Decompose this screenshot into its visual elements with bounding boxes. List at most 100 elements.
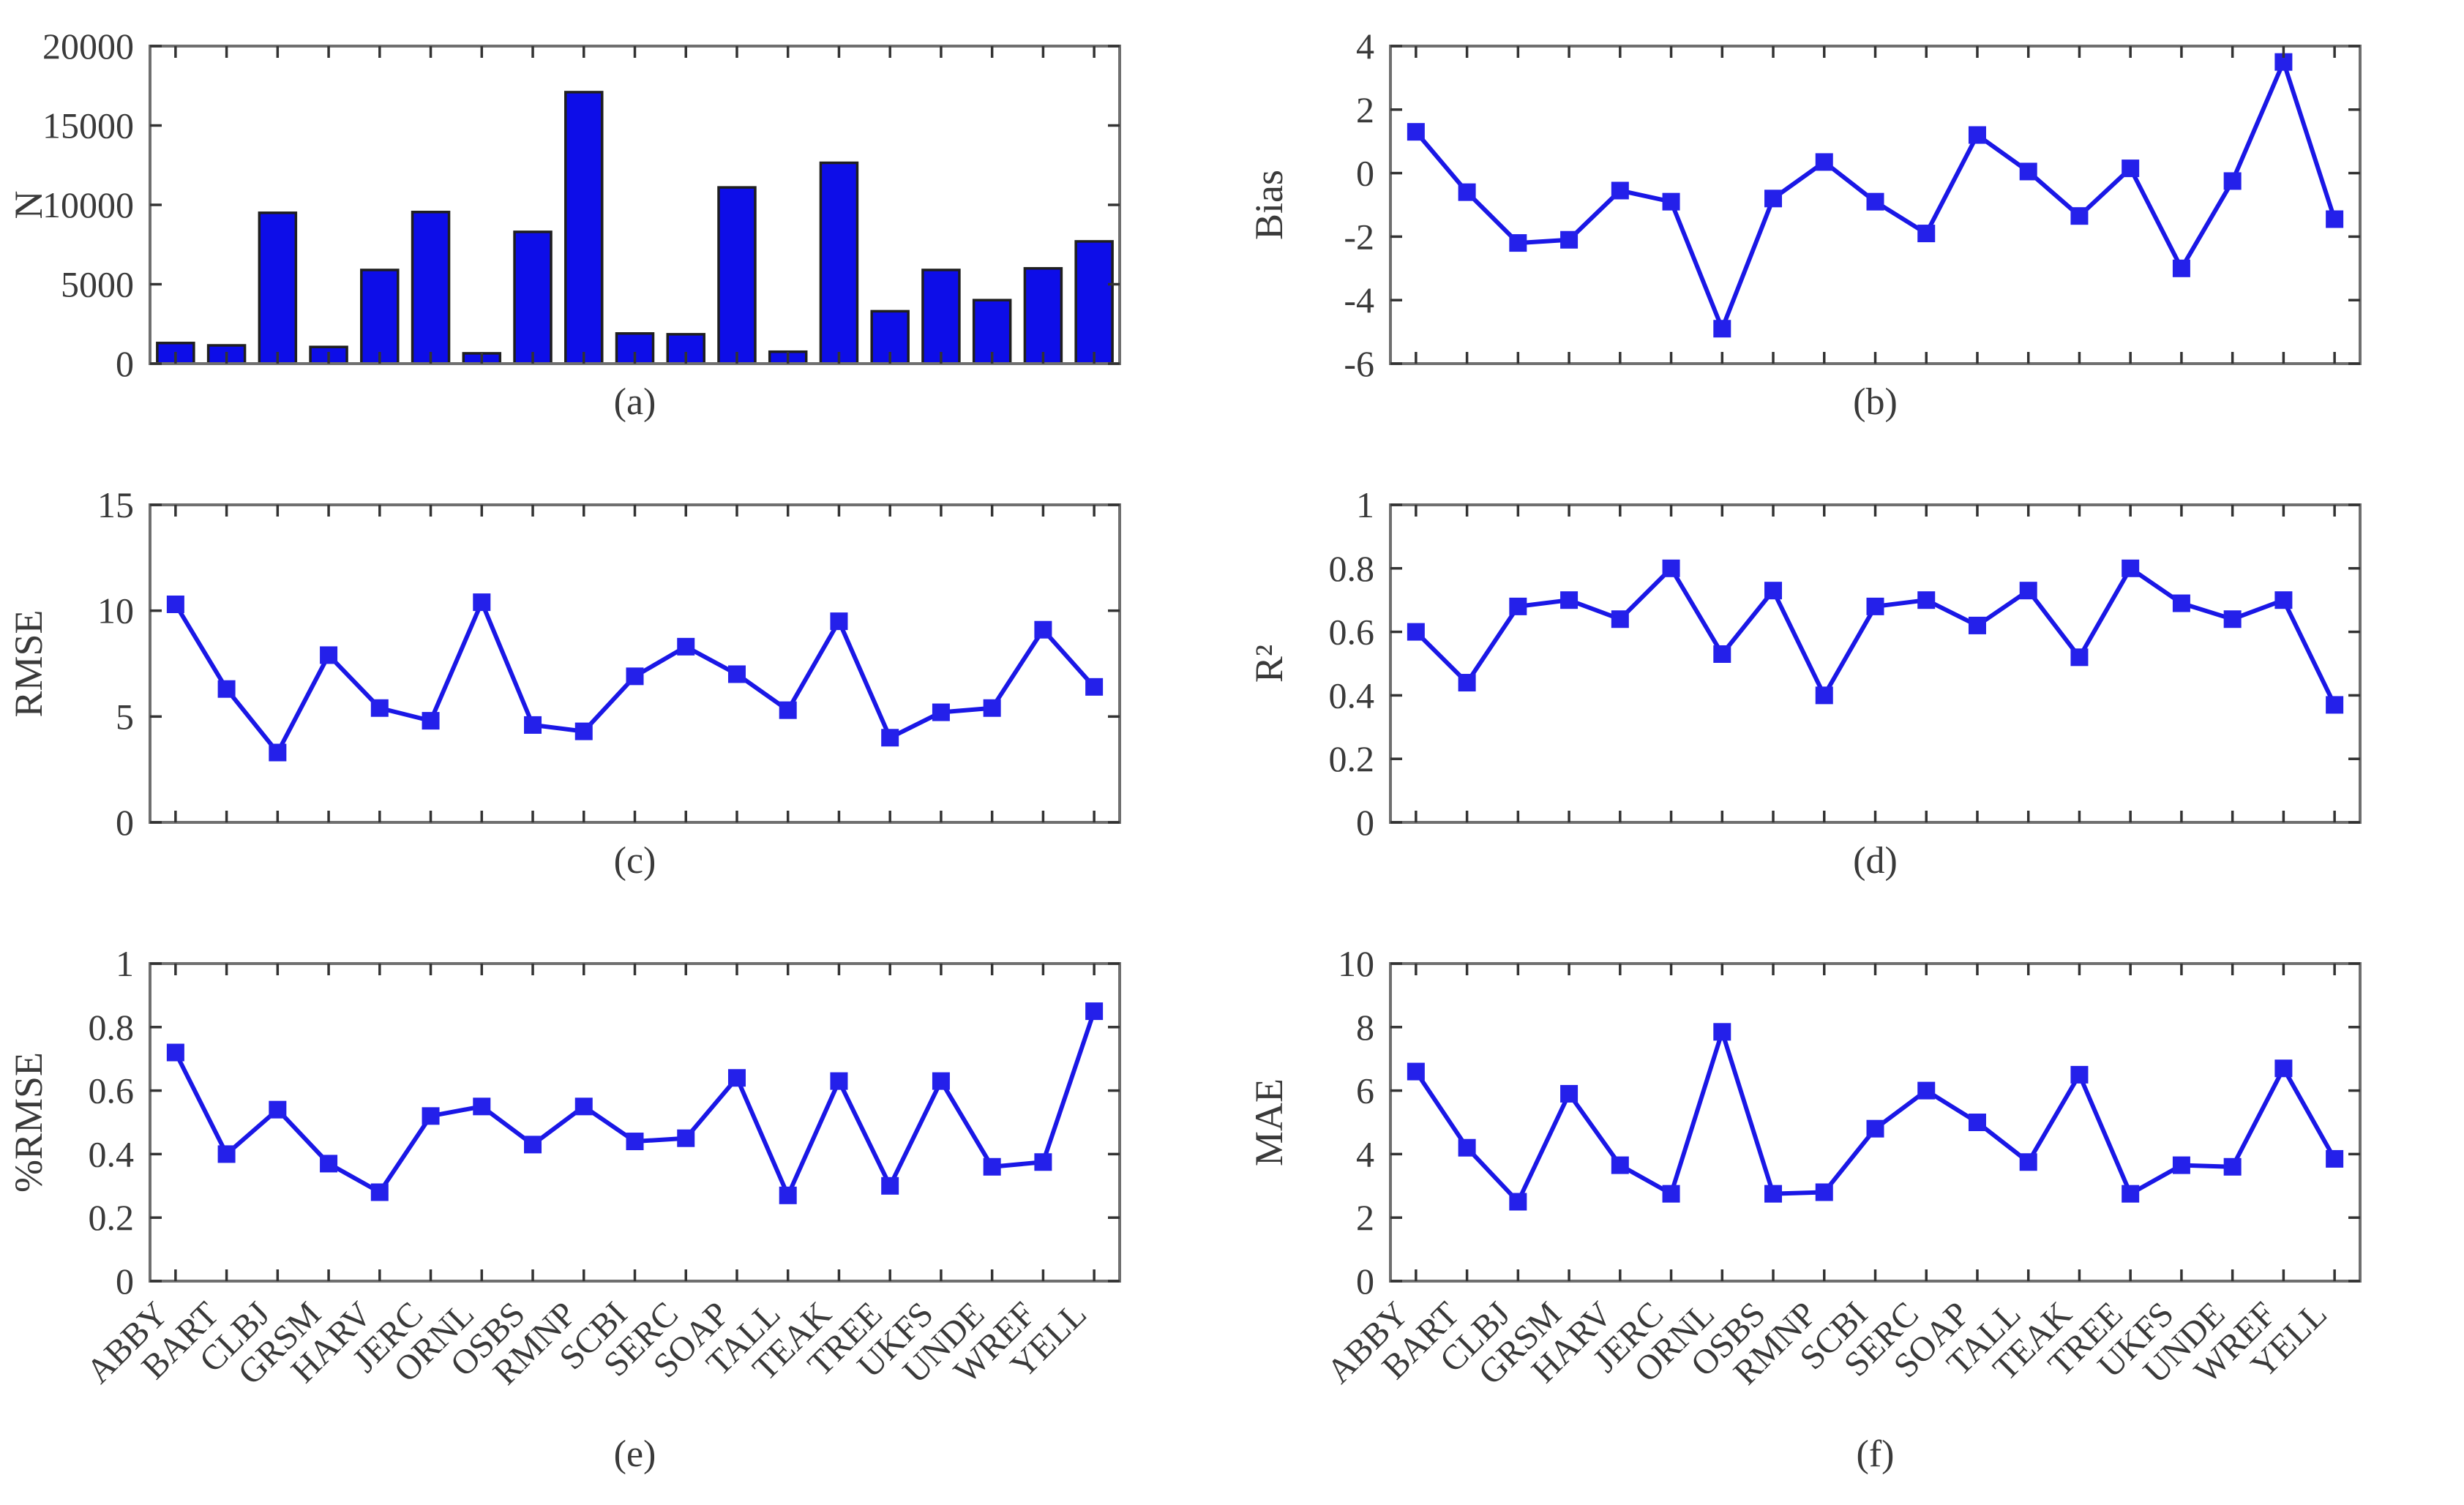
y-tick-label: 2 (1356, 1197, 1374, 1238)
bar-RMNP (564, 91, 604, 365)
data-point-BART (217, 680, 236, 698)
y-tick-label: -2 (1344, 216, 1374, 257)
data-point-RMNP (574, 722, 593, 740)
data-point-WREF (2274, 1059, 2293, 1078)
y-tick-label: 0.8 (1329, 548, 1375, 589)
data-point-RMNP (574, 1097, 593, 1116)
data-point-ABBY (1407, 123, 1425, 141)
y-tick-label: 0.8 (89, 1007, 135, 1048)
data-point-TEAK (2070, 648, 2089, 667)
data-point-SCBI (626, 1133, 644, 1151)
y-tick-label: 4 (1356, 1133, 1374, 1174)
bar-TEAK (819, 161, 859, 365)
data-point-SERC (1917, 225, 1936, 243)
y-tick-label: 0 (1356, 153, 1374, 194)
data-point-GRSM (320, 1155, 338, 1173)
data-point-CLBJ (1509, 234, 1527, 252)
y-tick-label: 0.4 (89, 1133, 135, 1174)
data-point-CLBJ (269, 1100, 287, 1119)
panel-label: (f) (1857, 1433, 1895, 1475)
data-point-WREF (2274, 591, 2293, 609)
data-point-GRSM (1560, 230, 1579, 249)
data-point-SCBI (1866, 192, 1884, 211)
data-point-BART (217, 1145, 236, 1163)
data-point-UKFS (2172, 1156, 2190, 1174)
data-point-RMNP (1815, 686, 1833, 705)
data-point-TALL (779, 701, 797, 719)
data-point-ABBY (1407, 1062, 1425, 1081)
chart-svg-n: 0 5000 10000 15000 20000 N (a) (7, 26, 1121, 423)
data-point-OSBS (1764, 1185, 1783, 1203)
data-point-GRSM (1560, 1084, 1579, 1103)
data-point-SOAP (1968, 126, 1986, 144)
data-point-ORNL (1713, 1023, 1731, 1041)
bar-UKFS (921, 269, 961, 365)
data-point-YELL (1085, 678, 1104, 696)
data-point-ABBY (166, 595, 184, 613)
data-point-ORNL (1713, 320, 1731, 338)
data-line (1413, 1029, 2337, 1204)
y-tick-label: 15000 (42, 105, 134, 146)
data-point-UKFS (932, 703, 950, 721)
chart-svg-bias: -6 -4 -2 0 2 4 Bias (b) (1247, 26, 2362, 423)
y-tick-label: 5 (116, 696, 134, 737)
data-point-ABBY (1407, 623, 1425, 641)
panel-f-mae: 0 2 4 6 8 10 ABBY BART CLBJ GRSM HARV JERC ORNL OSBS R… (1232, 917, 2464, 1505)
panel-label: (e) (614, 1433, 656, 1475)
data-point-JERC (1662, 559, 1680, 577)
y-tick-label: 0 (1356, 1261, 1374, 1302)
data-point-HARV (1611, 1156, 1629, 1174)
y-axis-label: Bias (1247, 170, 1291, 240)
data-point-YELL (2326, 210, 2344, 228)
y-tick-label: 0.2 (1329, 738, 1375, 779)
data-point-SCBI (1866, 1119, 1884, 1138)
data-point-SCBI (1866, 597, 1884, 615)
data-point-ORNL (1713, 645, 1731, 663)
bar-YELL (1074, 240, 1114, 365)
bar-SOAP (717, 186, 757, 365)
y-tick-label: 0 (1356, 802, 1374, 843)
data-point-YELL (1085, 1002, 1104, 1021)
y-tick-label: 0 (116, 1261, 134, 1302)
axes-box (149, 962, 1121, 1283)
data-point-HARV (370, 1183, 389, 1201)
data-point-UNDE (983, 1157, 1001, 1176)
data-point-OSBS (524, 716, 542, 734)
y-axis-label: RMSE (7, 609, 50, 717)
panel-label: (a) (614, 381, 656, 423)
bar-WREF (1023, 267, 1063, 365)
data-point-UKFS (2172, 594, 2190, 612)
y-tick-label: 2 (1356, 89, 1374, 130)
data-point-UKFS (932, 1072, 950, 1090)
bar-HARV (360, 269, 400, 365)
data-point-TEAK (2070, 1065, 2089, 1084)
bar-CLBJ (258, 211, 298, 365)
data-point-HARV (1611, 610, 1629, 628)
data-point-ABBY (166, 1043, 184, 1062)
data-point-HARV (1611, 181, 1629, 200)
panel-e-pct-rmse: 0 0.2 0.4 0.6 0.8 1 ABBY BART CLBJ GRSM HARV JERC OR… (0, 917, 1232, 1505)
data-point-OSBS (1764, 189, 1783, 208)
y-tick-label: 8 (1356, 1007, 1374, 1048)
chart-svg-mae: 0246810ABBYBARTCLBJGRSMHARVJERCORNLOSBSR… (1247, 943, 2362, 1475)
data-point-WREF (1034, 1153, 1052, 1171)
data-point-ORNL (473, 593, 491, 612)
data-point-TREE (881, 729, 899, 747)
data-point-SOAP (1968, 1114, 1986, 1131)
data-point-TEAK (830, 1072, 848, 1090)
data-point-BART (1458, 674, 1476, 692)
data-point-OSBS (524, 1136, 542, 1154)
axes-box (149, 503, 1121, 824)
data-point-TEAK (2070, 207, 2089, 225)
y-tick-label: 0.6 (1329, 612, 1375, 653)
data-point-RMNP (1815, 153, 1833, 171)
data-point-SOAP (727, 665, 746, 683)
y-tick-label: 0 (116, 802, 134, 843)
data-point-TALL (2019, 582, 2037, 600)
y-tick-label: 6 (1356, 1070, 1374, 1111)
data-point-SERC (677, 1129, 695, 1147)
y-tick-label: 10000 (42, 184, 134, 225)
y-tick-label: -6 (1344, 343, 1374, 384)
data-point-SERC (677, 637, 695, 656)
